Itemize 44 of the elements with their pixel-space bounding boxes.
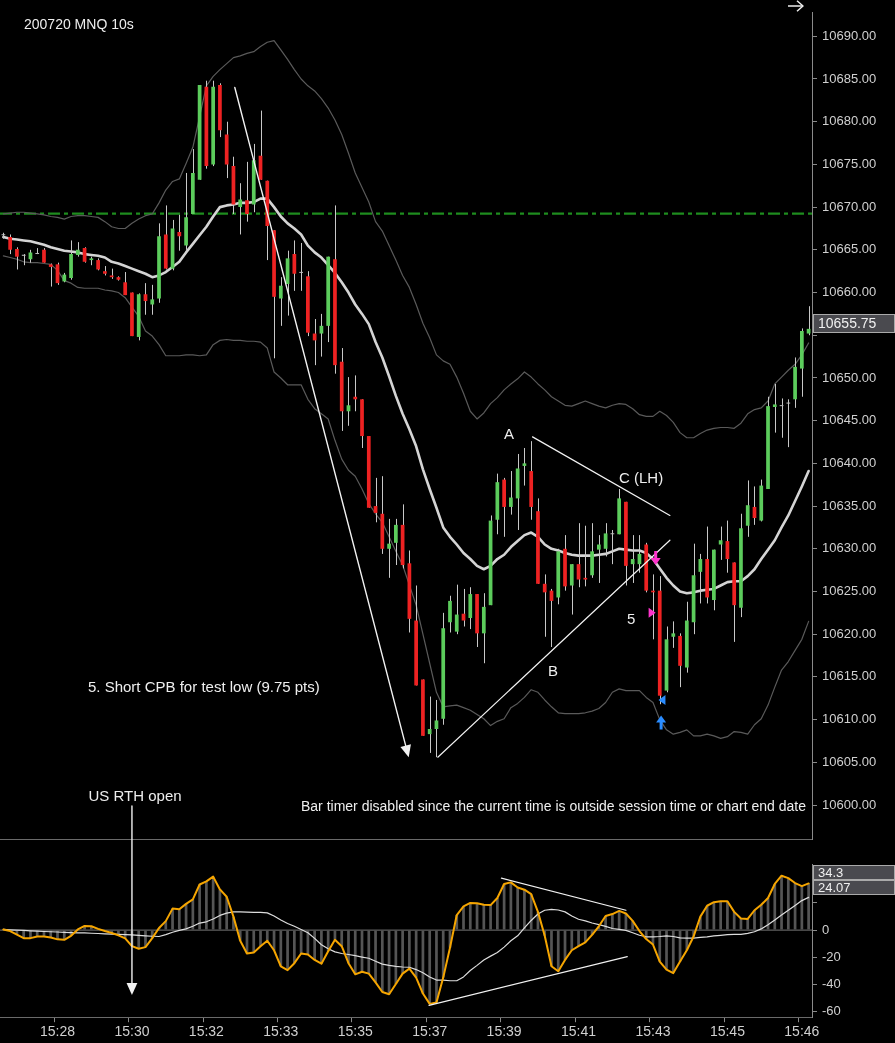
x-tick-label: 15:41: [561, 1023, 597, 1040]
text: 24.07: [813, 879, 895, 895]
y-tick-label: 10690.00: [822, 27, 877, 43]
annotation: Bar timer disabled since the current time is outside session time or chart end date: [301, 798, 807, 815]
annotation: A: [504, 424, 515, 442]
y-tick-label: 10685.00: [822, 70, 877, 86]
text: 34.3: [813, 864, 895, 880]
annotation: 5. Short CPB for test low (9.75 pts): [88, 677, 320, 695]
chart-title: 200720 MNQ 10s: [24, 16, 134, 33]
y-tick-label: -60: [822, 1003, 841, 1019]
y-tick-label: 10615.00: [822, 668, 877, 684]
x-tick-label: 15:33: [263, 1023, 299, 1040]
annotation: B: [548, 661, 559, 679]
x-tick-label: 15:37: [412, 1023, 448, 1040]
y-tick-label: 10680.00: [822, 113, 877, 129]
x-tick-label: 15:35: [337, 1023, 373, 1040]
y-tick-label: 10635.00: [822, 497, 877, 513]
y-tick-label: 10640.00: [822, 454, 877, 470]
x-tick-label: 15:46: [784, 1023, 820, 1040]
y-tick-label: 10630.00: [822, 540, 877, 556]
y-tick-label: 0: [822, 921, 830, 937]
y-tick-label: 10605.00: [822, 753, 877, 769]
x-tick-label: 15:32: [188, 1023, 225, 1040]
x-tick-label: 15:28: [39, 1023, 76, 1040]
y-tick-label: 10670.00: [822, 198, 877, 214]
y-tick-label: 10600.00: [822, 796, 877, 812]
x-tick-label: 15:30: [114, 1023, 150, 1040]
x-tick-label: 15:39: [486, 1023, 522, 1040]
y-tick-label: -20: [822, 948, 841, 964]
y-tick-label: 10625.00: [822, 583, 877, 599]
x-tick-label: 15:45: [709, 1023, 746, 1040]
annotation: US RTH open: [88, 786, 182, 804]
annotation: C (LH): [619, 468, 664, 486]
text: 10655.75: [813, 313, 895, 333]
annotation: 5: [627, 609, 636, 627]
y-tick-label: 10620.00: [822, 625, 877, 641]
y-tick-label: 10665.00: [822, 241, 877, 257]
y-tick-label: -40: [822, 976, 841, 992]
y-tick-label: 10610.00: [822, 711, 877, 727]
x-tick-label: 15:43: [635, 1023, 671, 1040]
y-tick-label: 10645.00: [822, 412, 877, 428]
y-tick-label: 10650.00: [822, 369, 877, 385]
y-tick-label: 10660.00: [822, 284, 877, 300]
y-tick-label: 10675.00: [822, 155, 877, 171]
